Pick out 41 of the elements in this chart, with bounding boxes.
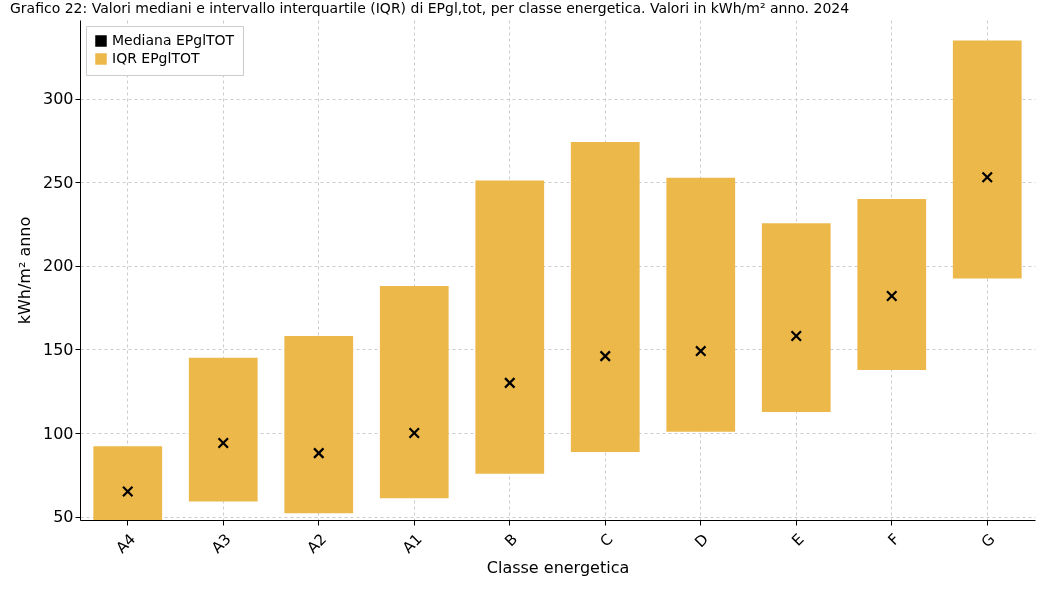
point — [694, 345, 707, 357]
x-axis-title: Classe energetica — [486, 558, 630, 578]
bar — [475, 180, 545, 474]
x-tick-label: B — [501, 530, 522, 551]
point — [981, 171, 994, 184]
x-tick-label: A4 — [112, 530, 140, 557]
point — [503, 377, 516, 389]
bar — [761, 223, 831, 412]
bar — [570, 142, 640, 452]
legend-label: Mediana EPglTOT — [112, 32, 235, 48]
bar — [666, 177, 736, 432]
y-tick-label: 100 — [42, 423, 74, 443]
x-tick-label: A1 — [398, 530, 426, 557]
chart-title: Grafico 22: Valori mediani e intervallo interquartile (IQR) di EPgl,tot, per classe energetica. Valori in kWh/m² anno. 2024 — [10, 0, 850, 16]
x-tick-label: A2 — [303, 530, 331, 557]
y-tick-label: 200 — [42, 256, 74, 276]
bar — [952, 40, 1022, 279]
bar — [857, 198, 927, 370]
y-tick-label: 50 — [53, 507, 74, 527]
legend-label: IQR EPglTOT — [112, 50, 200, 66]
y-tick-label: 150 — [42, 339, 74, 359]
bar — [93, 446, 163, 520]
point — [217, 437, 230, 449]
y-tick-label: 300 — [42, 89, 74, 109]
point — [790, 330, 803, 342]
x-tick-label: E — [788, 530, 808, 550]
bar — [188, 357, 258, 502]
point — [599, 350, 612, 362]
y-tick-label: 250 — [42, 172, 74, 192]
x-tick-label: A3 — [207, 530, 235, 557]
x-tick-label: F — [884, 530, 904, 549]
y-axis-title: kWh/m² anno — [14, 216, 34, 325]
bar — [379, 285, 449, 499]
x-tick-label: C — [596, 530, 617, 551]
point — [121, 485, 134, 498]
point — [408, 427, 421, 439]
point — [885, 290, 898, 302]
x-tick-label: G — [977, 530, 999, 552]
bar — [284, 336, 354, 514]
x-tick-label: D — [691, 530, 713, 551]
point — [312, 447, 325, 459]
